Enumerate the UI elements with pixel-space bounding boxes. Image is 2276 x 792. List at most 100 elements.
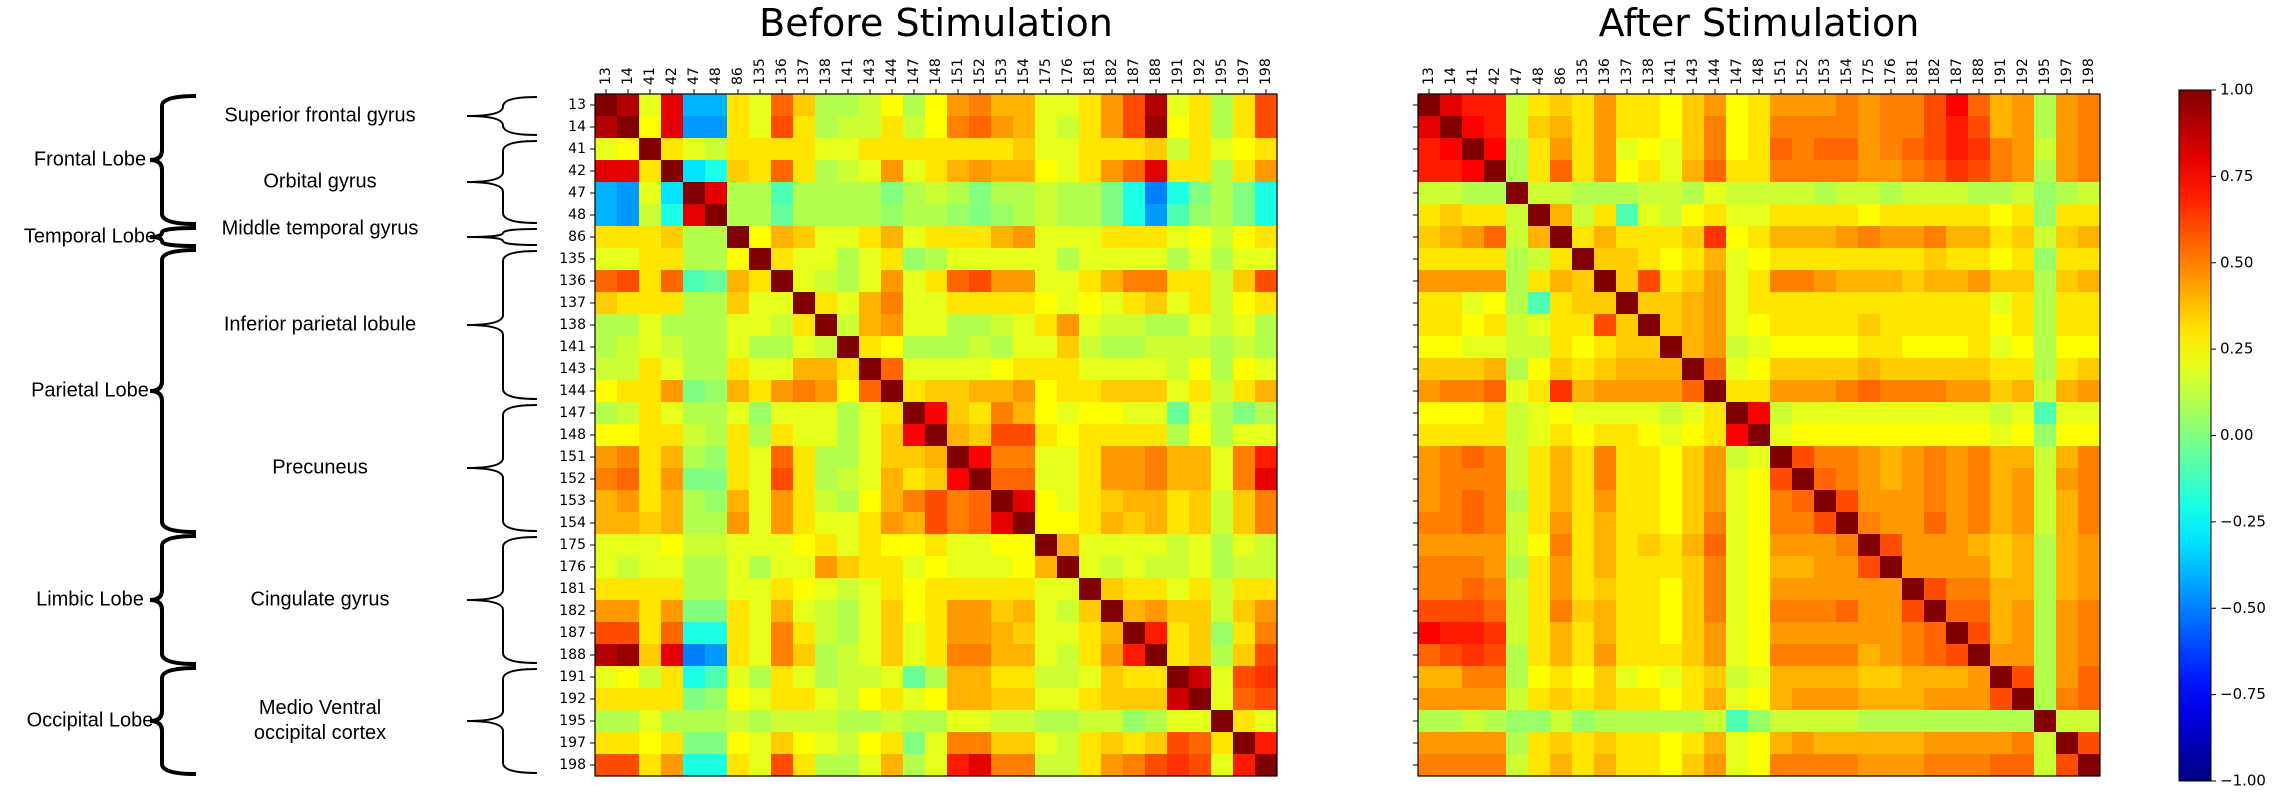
gyrus-label: Middle temporal gyrus bbox=[221, 217, 419, 240]
heatmap-cell bbox=[1924, 380, 1947, 403]
heatmap-cell bbox=[1101, 490, 1124, 513]
heatmap-cell bbox=[815, 578, 838, 601]
heatmap-cell bbox=[617, 468, 640, 491]
heatmap-cell bbox=[1858, 270, 1881, 293]
heatmap-cell bbox=[749, 534, 772, 557]
heatmap-cell bbox=[1572, 710, 1595, 733]
heatmap-cell bbox=[925, 666, 948, 689]
heatmap-cell bbox=[1145, 380, 1168, 403]
heatmap-cell bbox=[2034, 512, 2057, 535]
heatmap-cell bbox=[1255, 732, 1278, 755]
heatmap-cell bbox=[1528, 160, 1551, 183]
heatmap-cell bbox=[1035, 710, 1058, 733]
heatmap-cell bbox=[705, 754, 728, 777]
heatmap-cell bbox=[1594, 182, 1617, 205]
heatmap-cell bbox=[2056, 116, 2079, 139]
heatmap-cell bbox=[2034, 116, 2057, 139]
heatmap-cell bbox=[925, 512, 948, 535]
heatmap-cell bbox=[1858, 380, 1881, 403]
heatmap-cell bbox=[1836, 270, 1859, 293]
heatmap-cell bbox=[1528, 424, 1551, 447]
heatmap-cell bbox=[793, 424, 816, 447]
heatmap-cell bbox=[595, 270, 618, 293]
heatmap-cell bbox=[1946, 248, 1969, 271]
heatmap-cell bbox=[1660, 270, 1683, 293]
heatmap-cell bbox=[749, 468, 772, 491]
heatmap-cell bbox=[1572, 446, 1595, 469]
heatmap-cell bbox=[1726, 204, 1749, 227]
y-tick-label: 86 bbox=[568, 229, 586, 245]
heatmap-cell bbox=[1167, 446, 1190, 469]
heatmap-cell bbox=[617, 270, 640, 293]
heatmap-cell bbox=[903, 490, 926, 513]
heatmap-cell bbox=[1484, 402, 1507, 425]
heatmap-cell bbox=[1594, 314, 1617, 337]
heatmap-cell bbox=[2056, 446, 2079, 469]
heatmap-cell bbox=[1638, 754, 1661, 777]
heatmap-cell bbox=[1770, 688, 1793, 711]
heatmap-cell bbox=[2078, 314, 2101, 337]
heatmap-cell bbox=[1990, 622, 2013, 645]
heatmap-cell bbox=[1968, 754, 1991, 777]
heatmap-cell bbox=[947, 666, 970, 689]
heatmap-cell bbox=[705, 468, 728, 491]
heatmap-cell bbox=[595, 732, 618, 755]
heatmap-cell bbox=[859, 380, 882, 403]
heatmap-cell bbox=[2078, 138, 2101, 161]
heatmap-cell bbox=[1858, 160, 1881, 183]
heatmap-cell bbox=[793, 116, 816, 139]
heatmap-cell bbox=[881, 600, 904, 623]
heatmap-cell bbox=[661, 578, 684, 601]
heatmap-cell bbox=[1167, 754, 1190, 777]
heatmap-cell bbox=[749, 600, 772, 623]
heatmap-cell bbox=[1902, 578, 1925, 601]
heatmap-cell bbox=[1770, 138, 1793, 161]
heatmap-cell bbox=[749, 204, 772, 227]
heatmap-cell bbox=[1167, 578, 1190, 601]
heatmap-cell bbox=[1770, 556, 1793, 579]
heatmap-cell bbox=[837, 116, 860, 139]
heatmap-cell bbox=[1836, 512, 1859, 535]
heatmap-cell bbox=[1858, 94, 1881, 117]
heatmap-cell bbox=[1902, 248, 1925, 271]
heatmap-cell bbox=[2056, 292, 2079, 315]
heatmap-cell bbox=[991, 204, 1014, 227]
heatmap-cell bbox=[1858, 490, 1881, 513]
heatmap-cell bbox=[1211, 204, 1234, 227]
heatmap-cell bbox=[991, 688, 1014, 711]
gyrus-brace bbox=[466, 668, 538, 774]
heatmap-cell bbox=[771, 512, 794, 535]
heatmap-cell bbox=[1880, 402, 1903, 425]
heatmap-cell bbox=[1418, 160, 1441, 183]
heatmap-cell bbox=[771, 358, 794, 381]
heatmap-cell bbox=[1550, 314, 1573, 337]
heatmap-cell bbox=[1814, 600, 1837, 623]
heatmap-cell bbox=[1858, 534, 1881, 557]
heatmap-cell bbox=[1255, 490, 1278, 513]
heatmap-cell bbox=[1880, 754, 1903, 777]
heatmap-cell bbox=[1167, 600, 1190, 623]
heatmap-cell bbox=[815, 666, 838, 689]
heatmap-cell bbox=[947, 138, 970, 161]
heatmap-cell bbox=[903, 666, 926, 689]
heatmap-cell bbox=[1057, 160, 1080, 183]
heatmap-cell bbox=[1189, 160, 1212, 183]
heatmap-cell bbox=[1189, 468, 1212, 491]
heatmap-cell bbox=[1101, 358, 1124, 381]
heatmap-cell bbox=[1880, 732, 1903, 755]
heatmap-cell bbox=[1660, 600, 1683, 623]
heatmap-cell bbox=[1792, 182, 1815, 205]
heatmap-cell bbox=[1079, 314, 1102, 337]
heatmap-cell bbox=[793, 556, 816, 579]
heatmap-cell bbox=[1255, 446, 1278, 469]
heatmap-cell bbox=[1440, 226, 1463, 249]
x-tick-label: 47 bbox=[1509, 67, 1525, 85]
heatmap-cell bbox=[727, 270, 750, 293]
heatmap-cell bbox=[683, 468, 706, 491]
heatmap-cell bbox=[1990, 512, 2013, 535]
heatmap-cell bbox=[1594, 270, 1617, 293]
heatmap-cell bbox=[1528, 138, 1551, 161]
heatmap-cell bbox=[1682, 402, 1705, 425]
heatmap-cell bbox=[815, 94, 838, 117]
heatmap-cell bbox=[727, 94, 750, 117]
